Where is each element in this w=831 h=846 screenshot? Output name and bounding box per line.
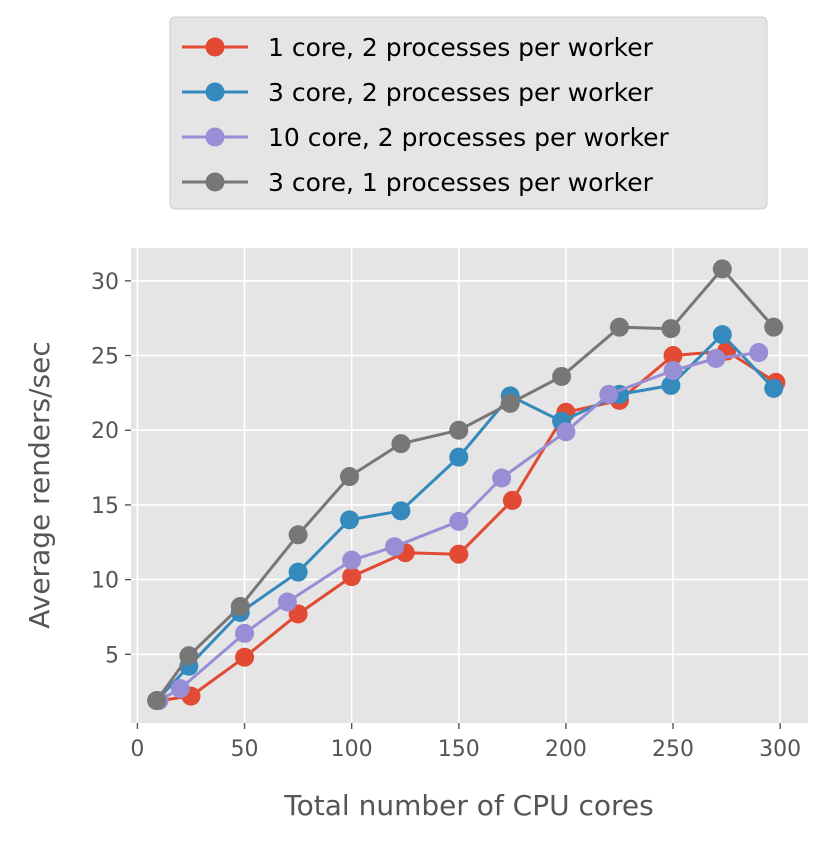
x-tick-label: 250 <box>652 737 694 762</box>
data-point <box>764 317 784 337</box>
legend-box <box>169 16 768 210</box>
data-point <box>706 349 726 369</box>
legend: 1 core, 2 processes per worker 3 core, 2 … <box>169 16 768 210</box>
legend-item: 3 core, 2 processes per worker <box>182 78 654 107</box>
data-point <box>712 259 732 279</box>
data-point <box>449 420 469 440</box>
data-point <box>385 537 405 557</box>
data-point <box>342 567 362 587</box>
data-point <box>170 679 190 699</box>
data-point <box>599 384 619 404</box>
data-point <box>449 544 469 564</box>
data-point <box>340 510 360 530</box>
data-point <box>277 592 297 612</box>
series-3-core-1-processes-per-worker <box>147 259 784 711</box>
ticks: 0 50 100 150 200 250 300 5 10 15 20 25 30 <box>91 270 801 762</box>
data-point <box>663 360 683 380</box>
y-tick-label: 30 <box>91 270 119 295</box>
data-point <box>492 468 512 488</box>
plot-background <box>131 248 808 723</box>
data-point <box>449 447 469 467</box>
data-point <box>663 346 683 366</box>
data-point <box>230 596 250 616</box>
y-tick-label: 10 <box>91 569 119 594</box>
x-tick-label: 300 <box>759 737 801 762</box>
data-point <box>391 434 411 454</box>
y-tick-label: 15 <box>91 494 119 519</box>
data-point <box>391 501 411 521</box>
data-point <box>749 343 769 363</box>
data-point <box>288 525 308 545</box>
legend-label: 1 core, 2 processes per worker <box>268 33 654 62</box>
data-point <box>342 550 362 570</box>
legend-item: 10 core, 2 processes per worker <box>182 123 670 152</box>
x-axis-label: Total number of CPU cores <box>283 789 653 822</box>
x-tick-label: 150 <box>438 737 480 762</box>
legend-label: 10 core, 2 processes per worker <box>268 123 670 152</box>
legend-item: 1 core, 2 processes per worker <box>182 33 654 62</box>
legend-label: 3 core, 2 processes per worker <box>268 78 654 107</box>
data-point <box>340 467 360 487</box>
legend-marker <box>205 82 225 102</box>
legend-label: 3 core, 1 processes per worker <box>268 168 654 197</box>
data-point <box>235 623 255 643</box>
data-point <box>556 422 576 442</box>
y-axis-label: Average renders/sec <box>23 341 56 629</box>
x-tick-label: 0 <box>130 737 144 762</box>
data-point <box>552 366 572 386</box>
data-point <box>500 393 520 413</box>
x-tick-label: 50 <box>231 737 259 762</box>
data-point <box>179 646 199 666</box>
data-point <box>449 511 469 531</box>
data-point <box>288 562 308 582</box>
data-point <box>609 317 629 337</box>
legend-marker <box>205 127 225 147</box>
y-tick-label: 5 <box>105 643 119 668</box>
data-point <box>235 647 255 667</box>
y-tick-label: 20 <box>91 419 119 444</box>
data-point <box>712 325 732 345</box>
data-point <box>661 319 681 339</box>
x-tick-label: 100 <box>331 737 373 762</box>
data-point <box>502 490 522 510</box>
x-tick-label: 200 <box>545 737 587 762</box>
series-layer <box>147 259 786 711</box>
data-point <box>764 378 784 398</box>
legend-item: 3 core, 1 processes per worker <box>182 168 654 197</box>
legend-marker <box>205 172 225 192</box>
data-point <box>147 691 167 711</box>
y-tick-label: 25 <box>91 345 119 370</box>
legend-marker <box>205 37 225 57</box>
data-point <box>661 375 681 395</box>
